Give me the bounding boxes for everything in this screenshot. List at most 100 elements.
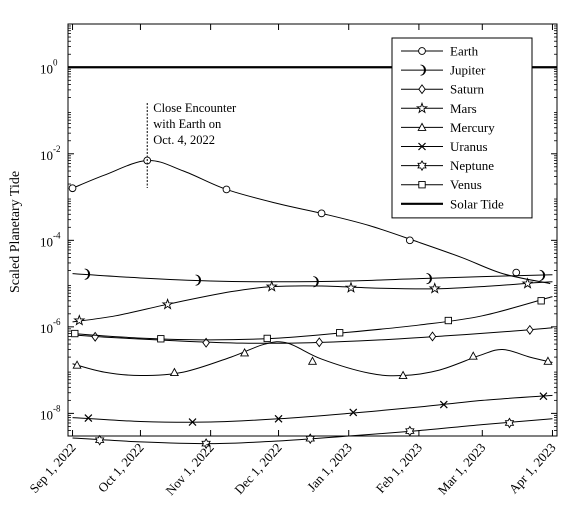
- point-mercury: [169, 367, 179, 376]
- point-uranus: [274, 414, 283, 423]
- legend-label-mars: Mars: [450, 101, 477, 116]
- point-mars: [265, 280, 278, 292]
- point-earth: [68, 184, 77, 193]
- point-mercury: [72, 360, 82, 369]
- point-saturn: [202, 337, 210, 348]
- y-tick-label: 10-4: [40, 230, 61, 249]
- x-tick-label: Jan 1, 2023: [304, 440, 355, 494]
- legend-marker-saturn: [418, 84, 426, 95]
- point-jupiter: [539, 269, 546, 281]
- series-line-venus: [72, 296, 553, 341]
- legend-label-neptune: Neptune: [450, 158, 494, 173]
- point-earth: [222, 185, 231, 194]
- point-uranus: [349, 408, 358, 417]
- point-venus: [71, 329, 79, 338]
- point-earth: [512, 268, 521, 277]
- y-tick-label: 10-6: [40, 317, 61, 336]
- point-neptune: [504, 417, 515, 429]
- point-mars: [161, 298, 174, 310]
- point-saturn: [526, 324, 534, 335]
- series-line-saturn: [72, 327, 553, 344]
- point-saturn: [428, 331, 437, 342]
- series-mars: [72, 277, 553, 326]
- point-uranus: [439, 400, 448, 409]
- annotation-text-line: Oct. 4, 2022: [153, 133, 215, 147]
- legend-label-mercury: Mercury: [450, 120, 495, 135]
- legend-entry-neptune: Neptune: [401, 158, 494, 173]
- legend-label-earth: Earth: [450, 44, 479, 59]
- legend-marker-uranus: [418, 142, 426, 151]
- point-neptune: [305, 433, 315, 445]
- legend-box: [391, 37, 533, 219]
- annotation-layer: Close Encounter with Earth on Oct. 4, 2022: [146, 101, 237, 188]
- legend-label-uranus: Uranus: [450, 139, 488, 154]
- point-earth: [317, 209, 326, 218]
- point-mars: [521, 277, 534, 289]
- point-mars: [344, 281, 358, 293]
- legend: Earth Jupiter Saturn Mars Mercury Uranus Neptu…: [391, 37, 533, 219]
- series-earth: [68, 156, 551, 285]
- legend-marker-venus: [418, 181, 426, 189]
- series-line-jupiter: [72, 273, 553, 283]
- point-earth: [405, 236, 414, 245]
- point-venus: [263, 334, 271, 343]
- point-venus: [444, 316, 452, 325]
- point-neptune: [405, 425, 415, 437]
- legend-entry-saturn: Saturn: [401, 82, 484, 97]
- point-neptune: [94, 434, 105, 446]
- series-uranus: [72, 392, 553, 426]
- point-venus: [537, 297, 545, 305]
- point-mercury: [398, 370, 408, 379]
- x-tick-label: Nov 1, 2022: [162, 440, 216, 498]
- point-saturn: [315, 337, 324, 348]
- legend-label-saturn: Saturn: [450, 82, 484, 97]
- point-mercury: [543, 356, 553, 365]
- legend-marker-jupiter: [420, 64, 426, 76]
- series-jupiter: [72, 268, 553, 288]
- point-neptune: [201, 438, 211, 450]
- point-mercury: [240, 347, 250, 357]
- point-uranus: [188, 418, 197, 426]
- annotation-text-line: with Earth on: [153, 117, 222, 131]
- annotation-text-line: Close Encounter: [153, 101, 237, 115]
- x-tick-label: Feb 1, 2023: [373, 440, 425, 496]
- legend-entry-venus: Venus: [401, 177, 482, 192]
- x-tick-label: Mar 1, 2023: [435, 440, 489, 498]
- legend-marker-mars: [415, 101, 429, 114]
- point-uranus: [84, 414, 93, 422]
- point-venus: [157, 335, 165, 343]
- y-tick-label: 10-8: [40, 403, 61, 422]
- legend-marker-earth: [418, 47, 426, 55]
- point-mars: [428, 282, 441, 294]
- x-tick-label: Dec 1, 2022: [231, 440, 284, 497]
- legend-label-solar-tide: Solar Tide: [450, 196, 504, 211]
- point-mercury: [307, 356, 318, 365]
- legend-entry-solar-tide: Solar Tide: [401, 196, 504, 211]
- legend-entry-jupiter: Jupiter: [401, 63, 486, 78]
- series-saturn: [72, 324, 553, 348]
- legend-label-venus: Venus: [450, 177, 482, 192]
- series-line-uranus: [72, 394, 553, 423]
- point-mars: [73, 314, 86, 326]
- point-uranus: [539, 392, 548, 401]
- series-line-mars: [72, 281, 553, 323]
- series-line-mercury: [72, 341, 553, 377]
- point-venus: [336, 329, 344, 337]
- point-jupiter: [313, 276, 319, 288]
- point-saturn: [91, 331, 99, 342]
- series-venus: [71, 296, 553, 343]
- y-tick-label: 10-2: [40, 144, 61, 163]
- legend-entry-earth: Earth: [401, 44, 479, 59]
- plot-frame: [67, 23, 558, 437]
- legend-entry-mars: Mars: [401, 101, 477, 116]
- y-tick-label: 100: [40, 57, 58, 76]
- legend-entry-mercury: Mercury: [401, 120, 495, 135]
- point-jupiter: [195, 274, 201, 286]
- x-tick-label: Oct 1, 2022: [95, 440, 147, 495]
- point-mercury: [468, 351, 478, 360]
- y-axis-label: Scaled Planetary Tide: [8, 171, 23, 293]
- legend-marker-neptune: [417, 160, 427, 172]
- legend-entry-uranus: Uranus: [401, 139, 488, 154]
